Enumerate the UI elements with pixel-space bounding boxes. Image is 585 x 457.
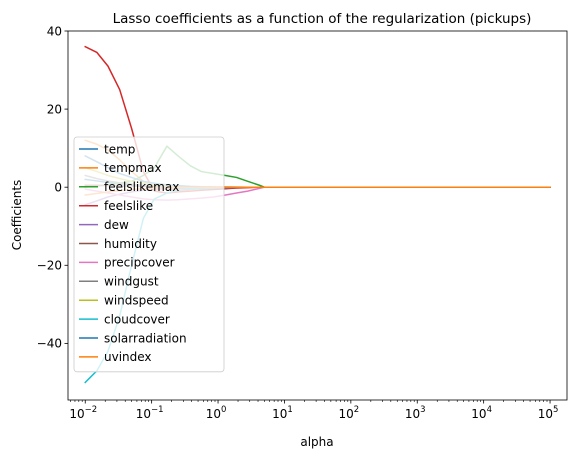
y-tick-label-2: 0 xyxy=(54,180,62,194)
x-tick-label-6: 104 xyxy=(471,405,492,421)
axes-frame xyxy=(67,30,568,401)
x-tick-label-3: 101 xyxy=(272,405,293,421)
y-tick-label-3: 20 xyxy=(47,102,62,116)
legend-label-solarradiation: solarradiation xyxy=(104,331,187,345)
y-tick-label-4: 40 xyxy=(47,24,62,38)
legend-label-feelslike: feelslike xyxy=(104,199,153,213)
chart-title: Lasso coefficients as a function of the … xyxy=(113,11,532,27)
legend: temp tempmax feelslikemax feelslike dew humid… xyxy=(73,136,225,373)
legend-label-tempmax: tempmax xyxy=(104,161,162,175)
x-axis-label: alpha xyxy=(300,435,333,449)
x-tick-label-7: 105 xyxy=(538,405,559,421)
x-tick-label-5: 103 xyxy=(405,405,426,421)
legend-label-feelslikemax: feelslikemax xyxy=(104,180,179,194)
x-tick-label-0: 10−2 xyxy=(69,405,97,421)
y-tick-label-1: −20 xyxy=(37,259,62,273)
y-axis-label: Coefficients xyxy=(10,180,24,251)
legend-label-temp: temp xyxy=(104,142,135,156)
legend-label-dew: dew xyxy=(104,218,129,232)
legend-box xyxy=(73,136,225,373)
legend-label-windspeed: windspeed xyxy=(104,294,169,308)
legend-label-humidity: humidity xyxy=(104,237,157,251)
legend-label-windgust: windgust xyxy=(104,275,159,289)
x-tick-label-1: 10−1 xyxy=(136,405,164,421)
y-tick-label-0: −40 xyxy=(37,337,62,351)
legend-label-uvindex: uvindex xyxy=(104,350,152,364)
x-tick-label-4: 102 xyxy=(338,405,359,421)
legend-label-cloudcover: cloudcover xyxy=(104,312,170,326)
x-tick-label-2: 100 xyxy=(206,405,227,421)
legend-label-precipcover: precipcover xyxy=(104,256,175,270)
